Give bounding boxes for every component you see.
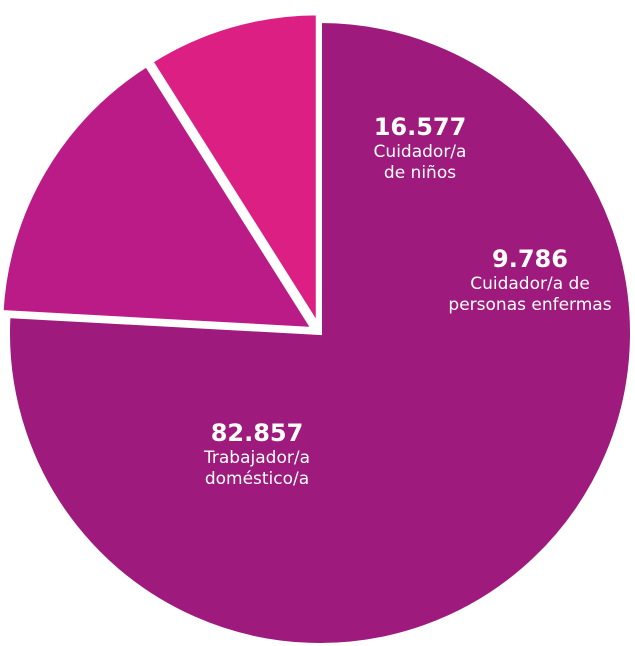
- category-label-enfermos-line2: personas enfermas: [448, 295, 612, 316]
- category-label-enfermos-line1: Cuidador/a de: [470, 274, 590, 294]
- category-label-ninos-line2: de niños: [383, 163, 457, 184]
- slice-cuidador-enfermos: [148, 11, 320, 333]
- label-cuidador-ninos: 16.577 Cuidador/a de niños: [345, 112, 495, 185]
- slice-trabajador-domestico: [6, 18, 634, 646]
- label-trabajador-domestico: 82.857 Trabajador/a doméstico/a: [172, 418, 342, 491]
- category-label-trabajador-line2: doméstico/a: [204, 469, 310, 490]
- category-label-ninos-line1: Cuidador/a: [373, 142, 467, 162]
- value-label-cuidador-ninos: 16.577: [373, 113, 467, 141]
- value-label-trabajador-domestico: 82.857: [210, 419, 304, 447]
- label-cuidador-enfermos: 9.786 Cuidador/a de personas enfermas: [430, 244, 630, 317]
- category-label-trabajador-line1: Trabajador/a: [204, 448, 310, 468]
- value-label-cuidador-enfermos: 9.786: [492, 245, 568, 273]
- slice-cuidador-ninos: [0, 62, 317, 332]
